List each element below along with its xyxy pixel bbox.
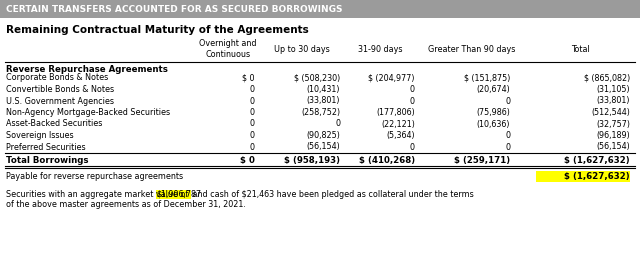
Text: (10,636): (10,636)	[477, 120, 510, 128]
Text: (20,674): (20,674)	[476, 85, 510, 94]
Text: of the above master agreements as of December 31, 2021.: of the above master agreements as of Dec…	[6, 200, 246, 209]
Text: $ (1,627,632): $ (1,627,632)	[564, 172, 630, 181]
Text: (258,752): (258,752)	[301, 108, 340, 117]
Text: Total Borrowings: Total Borrowings	[6, 156, 88, 165]
Text: Convertible Bonds & Notes: Convertible Bonds & Notes	[6, 85, 114, 94]
Text: $ (1,627,632): $ (1,627,632)	[564, 156, 630, 165]
Text: Asset-Backed Securities: Asset-Backed Securities	[6, 120, 102, 128]
Text: Corporate Bonds & Notes: Corporate Bonds & Notes	[6, 73, 108, 82]
Text: (32,757): (32,757)	[596, 120, 630, 128]
Text: 0: 0	[410, 96, 415, 105]
Text: 0: 0	[250, 85, 255, 94]
Text: Greater Than 90 days: Greater Than 90 days	[428, 44, 516, 53]
FancyBboxPatch shape	[536, 171, 630, 182]
Text: 0: 0	[410, 143, 415, 151]
Text: $1,906,787: $1,906,787	[157, 190, 202, 199]
Text: (56,154): (56,154)	[307, 143, 340, 151]
FancyBboxPatch shape	[0, 0, 640, 18]
Text: $ 0: $ 0	[243, 73, 255, 82]
Text: (512,544): (512,544)	[591, 108, 630, 117]
Text: (177,806): (177,806)	[376, 108, 415, 117]
Text: (90,825): (90,825)	[306, 131, 340, 140]
Text: $ (508,230): $ (508,230)	[294, 73, 340, 82]
Text: 0: 0	[250, 120, 255, 128]
Text: Sovereign Issues: Sovereign Issues	[6, 131, 74, 140]
Text: Payable for reverse repurchase agreements: Payable for reverse repurchase agreement…	[6, 172, 183, 181]
Text: Overnight and
Continuous: Overnight and Continuous	[199, 39, 257, 59]
Text: Reverse Repurchase Agreements: Reverse Repurchase Agreements	[6, 64, 168, 73]
Text: 0: 0	[335, 120, 340, 128]
Text: (22,121): (22,121)	[381, 120, 415, 128]
FancyBboxPatch shape	[156, 190, 191, 199]
Text: Preferred Securities: Preferred Securities	[6, 143, 86, 151]
Text: Remaining Contractual Maturity of the Agreements: Remaining Contractual Maturity of the Ag…	[6, 25, 308, 35]
Text: Securities with an aggregate market value of: Securities with an aggregate market valu…	[6, 190, 191, 199]
Text: (31,105): (31,105)	[596, 85, 630, 94]
Text: $ 0: $ 0	[240, 156, 255, 165]
Text: $ (410,268): $ (410,268)	[359, 156, 415, 165]
Text: (33,801): (33,801)	[307, 96, 340, 105]
Text: 0: 0	[505, 131, 510, 140]
Text: Total: Total	[571, 44, 589, 53]
Text: (5,364): (5,364)	[387, 131, 415, 140]
Text: (56,154): (56,154)	[596, 143, 630, 151]
Text: CERTAIN TRANSFERS ACCOUNTED FOR AS SECURED BORROWINGS: CERTAIN TRANSFERS ACCOUNTED FOR AS SECUR…	[6, 5, 342, 14]
Text: 31-90 days: 31-90 days	[358, 44, 403, 53]
Text: $ (151,875): $ (151,875)	[463, 73, 510, 82]
Text: Non-Agency Mortgage-Backed Securities: Non-Agency Mortgage-Backed Securities	[6, 108, 170, 117]
Text: 0: 0	[250, 143, 255, 151]
Text: U.S. Government Agencies: U.S. Government Agencies	[6, 96, 114, 105]
Text: (96,189): (96,189)	[596, 131, 630, 140]
Text: (33,801): (33,801)	[596, 96, 630, 105]
Text: $ (865,082): $ (865,082)	[584, 73, 630, 82]
Text: and cash of $21,463 have been pledged as collateral under the terms: and cash of $21,463 have been pledged as…	[190, 190, 474, 199]
Text: 0: 0	[250, 131, 255, 140]
Text: Up to 30 days: Up to 30 days	[274, 44, 330, 53]
Text: 0: 0	[410, 85, 415, 94]
Text: (10,431): (10,431)	[307, 85, 340, 94]
Text: $ (259,171): $ (259,171)	[454, 156, 510, 165]
Text: $ (958,193): $ (958,193)	[284, 156, 340, 165]
Text: 0: 0	[250, 96, 255, 105]
Text: 0: 0	[505, 143, 510, 151]
Text: (75,986): (75,986)	[476, 108, 510, 117]
Text: 0: 0	[505, 96, 510, 105]
Text: $ (204,977): $ (204,977)	[369, 73, 415, 82]
Text: 0: 0	[250, 108, 255, 117]
